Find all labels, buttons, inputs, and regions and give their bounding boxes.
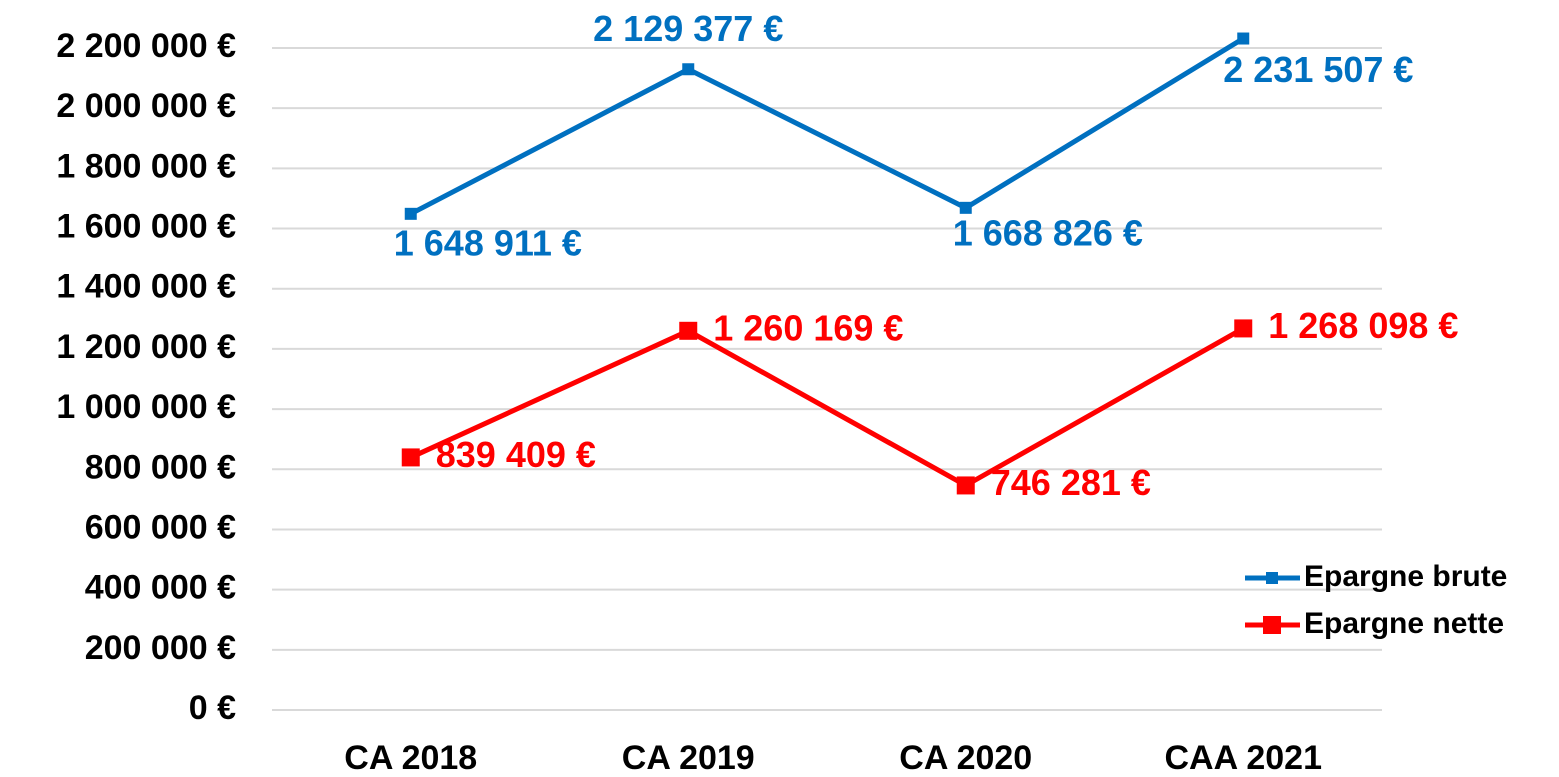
data-label: 746 281 € — [991, 462, 1151, 503]
marker — [401, 448, 420, 467]
marker — [956, 476, 975, 495]
data-label: 1 260 169 € — [713, 307, 903, 348]
series-line — [409, 36, 1245, 217]
y-tick-label: 800 000 € — [85, 448, 236, 486]
y-tick-label: 2 000 000 € — [56, 87, 236, 125]
data-label: 2 231 507 € — [1223, 49, 1413, 90]
y-tick-label: 2 200 000 € — [56, 27, 236, 65]
y-tick-label: 0 € — [189, 689, 236, 727]
y-tick-label: 1 200 000 € — [56, 328, 236, 366]
y-tick-label: 1 800 000 € — [56, 147, 236, 185]
series-line — [409, 326, 1245, 489]
marker — [404, 207, 417, 220]
x-tick-label: CAA 2021 — [1165, 739, 1322, 777]
legend-marker — [1266, 572, 1278, 584]
data-label: 1 648 911 € — [394, 222, 582, 263]
y-tick-label: 600 000 € — [85, 508, 236, 546]
legend-label: Epargne brute — [1304, 560, 1507, 593]
legend-marker — [1263, 616, 1281, 634]
legend-label: Epargne nette — [1304, 607, 1504, 640]
y-tick-label: 400 000 € — [85, 569, 236, 607]
x-tick-label: CA 2018 — [344, 739, 477, 777]
marker — [1234, 319, 1253, 338]
data-label: 839 409 € — [436, 434, 596, 475]
marker — [682, 63, 695, 76]
y-tick-label: 1 000 000 € — [56, 388, 236, 426]
x-tick-label: CA 2019 — [622, 739, 755, 777]
data-label: 2 129 377 € — [593, 8, 783, 49]
marker — [679, 321, 698, 340]
x-tick-label: CA 2020 — [899, 739, 1032, 777]
marker — [959, 201, 972, 214]
y-tick-label: 1 600 000 € — [56, 208, 236, 246]
data-label: 1 668 826 € — [953, 212, 1143, 253]
y-tick-label: 1 400 000 € — [56, 268, 236, 306]
marker — [1237, 32, 1250, 45]
y-tick-label: 200 000 € — [85, 629, 236, 667]
data-label: 1 268 098 € — [1268, 305, 1458, 346]
